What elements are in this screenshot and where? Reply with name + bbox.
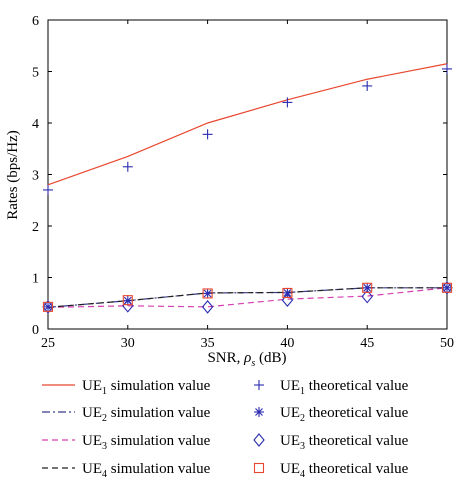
y-tick-label: 2 — [32, 220, 39, 235]
data-point-square — [202, 288, 213, 299]
y-tick-label: 3 — [32, 169, 39, 184]
plot-area — [42, 63, 453, 314]
x-tick-label: 50 — [440, 336, 454, 351]
data-point-plus — [362, 80, 373, 91]
data-point-square — [282, 287, 293, 299]
x-tick-label: 45 — [360, 336, 374, 351]
y-tick-label: 1 — [32, 272, 39, 287]
x-axis-title-main: SNR, — [207, 350, 244, 366]
legend-marker-swatch — [253, 433, 265, 447]
y-tick-label: 6 — [32, 14, 39, 29]
legend-marker-swatch — [253, 462, 265, 474]
y-tick-label: 0 — [32, 323, 39, 338]
plot-frame — [47, 19, 448, 330]
x-axis-title: SNR, ρs (dB) — [207, 350, 286, 369]
legend-marker-swatch — [254, 407, 264, 417]
x-axis-title-unit: (dB) — [255, 350, 286, 366]
series-line-1 — [47, 63, 448, 186]
legend: UE1 simulation value UE2 simulation value… — [42, 378, 409, 480]
legend-label: UE3 simulation value — [82, 433, 211, 452]
series-line-4 — [47, 287, 447, 308]
series-line-3 — [47, 287, 448, 308]
data-point-star — [43, 301, 53, 312]
y-axis-title: Rates (bps/Hz) — [5, 130, 21, 220]
data-point-square — [42, 301, 54, 312]
data-point-diamond — [122, 298, 134, 313]
y-tick-label: 5 — [32, 66, 39, 81]
data-point-star — [282, 287, 293, 298]
legend-label: UE1 theoretical value — [280, 378, 409, 397]
data-point-diamond — [281, 293, 294, 308]
data-point-diamond — [42, 299, 54, 314]
x-tick-label: 40 — [280, 336, 294, 351]
data-point-square — [441, 282, 453, 293]
data-point-plus — [122, 161, 133, 172]
data-point-plus — [442, 63, 452, 74]
x-tick-label: 25 — [41, 336, 55, 351]
x-axis-title-sub: s — [251, 358, 255, 369]
data-point-star — [442, 282, 452, 293]
data-point-star — [202, 288, 213, 299]
legend-label: UE2 simulation value — [82, 405, 211, 424]
legend-label: UE1 simulation value — [82, 378, 211, 397]
legend-marker-swatch — [254, 380, 264, 390]
legend-label: UE3 theoretical value — [280, 433, 409, 452]
x-tick-label: 30 — [121, 336, 135, 351]
data-point-plus — [282, 97, 293, 108]
x-tick-label: 35 — [201, 336, 215, 351]
legend-label: UE4 theoretical value — [280, 461, 409, 480]
data-point-square — [122, 295, 133, 306]
data-point-plus — [43, 184, 53, 195]
data-point-plus — [202, 129, 213, 140]
data-point-diamond — [441, 280, 453, 295]
data-point-diamond — [201, 299, 214, 314]
legend-label: UE2 theoretical value — [280, 405, 409, 424]
y-tick-label: 4 — [32, 117, 39, 132]
legend-label: UE4 simulation value — [82, 461, 211, 480]
series-line-2 — [47, 287, 447, 308]
x-axis-title-symbol: ρ — [243, 350, 251, 366]
data-point-square — [362, 282, 373, 293]
data-point-diamond — [361, 289, 373, 304]
